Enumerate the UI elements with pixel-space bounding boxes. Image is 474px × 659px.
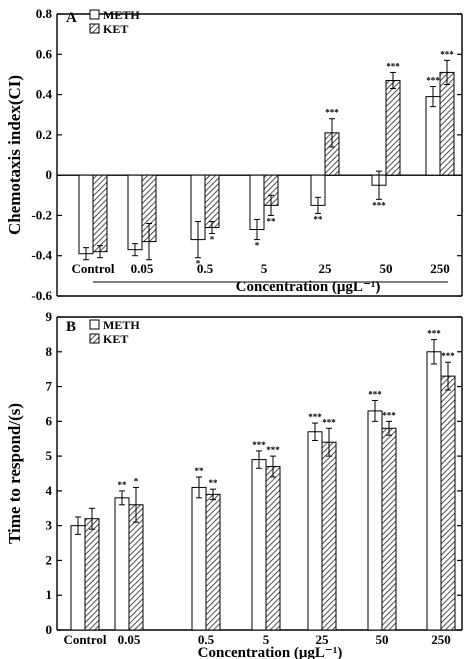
bar-ket [265,466,281,631]
significance-label: *** [372,200,386,210]
bar-ket [381,427,397,631]
x-tick-label: 50 [376,632,389,647]
bar-ket [321,441,337,631]
bar-ket [205,493,221,631]
y-axis-title: Time to respond/(s) [5,403,24,544]
legend-label-ket: KET [103,22,128,36]
y-tick-label: -0.6 [31,288,52,303]
y-tick-label: 0.2 [36,127,52,142]
y-tick-label: 4 [46,483,53,498]
significance-label: ** [209,478,219,488]
x-tick-label: Control [71,261,114,276]
bar-meth [127,174,143,251]
significance-label: *** [440,49,454,59]
bar-meth [70,525,86,631]
significance-label: *** [325,108,339,118]
legend-swatch-meth [89,9,100,20]
bar-ket [385,79,401,176]
y-tick-label: 7 [46,379,53,394]
y-tick-label: 0.4 [36,87,53,102]
significance-label: *** [441,351,455,361]
bar-ket [204,174,220,229]
significance-label: *** [427,329,441,339]
bar-ket [439,71,455,176]
legend-swatch-ket [89,333,100,344]
y-tick-label: 1 [46,587,53,602]
significance-label: *** [308,412,322,422]
y-tick-label: 0 [46,622,53,637]
bar-meth [78,174,94,255]
significance-label: * [134,476,139,486]
bar-meth [426,351,442,631]
y-tick-label: 0.8 [36,6,53,21]
x-tick-label: 5 [261,261,268,276]
y-tick-label: -0.2 [31,207,52,222]
bar-meth [307,431,323,631]
significance-label: *** [426,76,440,86]
bar-meth [251,459,267,631]
x-tick-label: 0.5 [198,632,215,647]
x-tick-label: 250 [431,632,451,647]
bar-meth [191,486,207,631]
y-tick-label: 2 [46,552,53,567]
x-tick-label: 0.5 [197,261,214,276]
significance-label: ** [118,480,128,490]
x-tick-label: 5 [263,632,270,647]
x-tick-label: 0.05 [118,632,141,647]
legend-swatch-ket [89,23,100,34]
significance-label: *** [266,445,280,455]
x-axis-title: Concentration (μgL⁻¹) [236,279,381,295]
y-tick-label: 0.6 [36,46,53,61]
significance-label: ** [314,214,324,224]
legend-label-ket: KET [103,332,128,346]
significance-label: *** [386,61,400,71]
bar-ket [84,518,100,631]
y-tick-label: 0 [46,167,53,182]
legend-swatch-meth [89,319,100,330]
x-tick-label: 25 [316,632,330,647]
significance-label: *** [322,417,336,427]
bar-ket [440,375,456,631]
panel-letter: B [66,319,76,335]
x-tick-label: Control [63,632,106,647]
legend-label-meth: METH [103,318,140,332]
y-tick-label: 8 [46,344,53,359]
y-tick-label: -0.4 [31,248,52,263]
legend-label-meth: METH [103,8,140,22]
bar-meth [425,96,441,176]
x-tick-label: 50 [380,261,393,276]
y-axis-title: Chemotaxis index(CI) [5,75,24,235]
bar-ket [92,174,108,253]
y-tick-label: 5 [46,448,53,463]
x-tick-label: 25 [319,261,333,276]
bar-ket [128,504,144,631]
significance-label: ** [195,466,205,476]
y-tick-label: 9 [46,309,53,324]
bar-meth [114,497,130,631]
significance-label: * [210,235,215,245]
y-tick-label: 3 [46,518,53,533]
significance-label: *** [368,389,382,399]
significance-label: *** [382,410,396,420]
significance-label: ** [267,216,277,226]
x-axis-title: Concentration (μgL⁻¹) [198,645,343,659]
y-tick-label: 6 [46,413,53,428]
bar-meth [367,410,383,631]
x-tick-label: 0.05 [131,261,154,276]
significance-label: * [255,241,260,251]
significance-label: * [196,259,201,269]
panel-letter: A [66,10,77,26]
x-tick-label: 250 [430,261,450,276]
significance-label: *** [252,440,266,450]
